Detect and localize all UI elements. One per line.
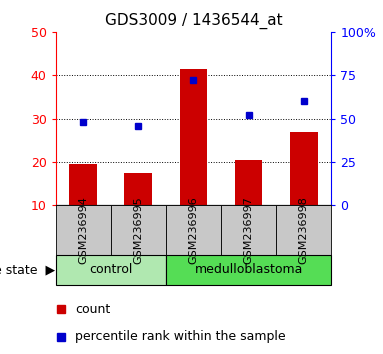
Text: GSM236996: GSM236996: [188, 196, 198, 264]
Text: GSM236994: GSM236994: [78, 196, 88, 264]
Text: GSM236995: GSM236995: [133, 196, 143, 264]
Bar: [56, 205, 111, 255]
Text: GSM236997: GSM236997: [244, 196, 254, 264]
Bar: [124, 173, 152, 205]
Bar: [166, 255, 331, 285]
Text: control: control: [89, 263, 133, 276]
Text: GSM236998: GSM236998: [299, 196, 309, 264]
Bar: [235, 160, 262, 205]
Bar: [69, 164, 97, 205]
Title: GDS3009 / 1436544_at: GDS3009 / 1436544_at: [105, 13, 282, 29]
Text: count: count: [75, 303, 110, 316]
Text: percentile rank within the sample: percentile rank within the sample: [75, 330, 285, 343]
Bar: [180, 69, 207, 205]
Bar: [290, 132, 318, 205]
Text: disease state  ▶: disease state ▶: [0, 263, 56, 276]
Bar: [276, 205, 331, 255]
Bar: [166, 205, 221, 255]
Bar: [221, 205, 276, 255]
Text: medulloblastoma: medulloblastoma: [195, 263, 303, 276]
Bar: [111, 205, 166, 255]
Bar: [56, 255, 166, 285]
